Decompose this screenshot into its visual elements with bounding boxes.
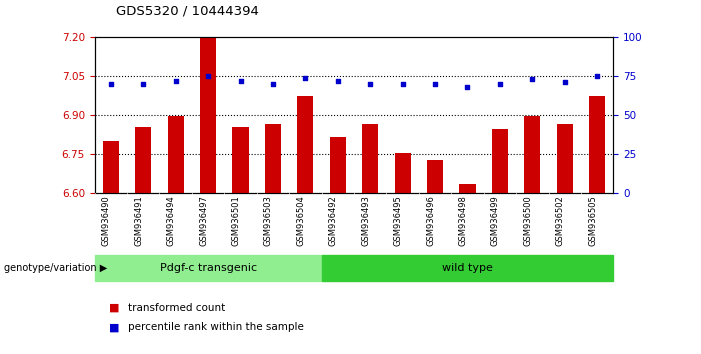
Text: GSM936492: GSM936492 (329, 195, 338, 246)
Text: GSM936493: GSM936493 (361, 195, 370, 246)
Point (235, 78, 246, 84)
Point (332, 78, 343, 84)
Bar (95, 255, 322, 281)
Point (462, 84, 473, 90)
Bar (265, 124, 281, 193)
Text: GSM936495: GSM936495 (394, 195, 402, 246)
Text: GSM936499: GSM936499 (491, 195, 500, 246)
Point (105, 81, 116, 87)
Bar (103, 141, 119, 193)
Bar (168, 116, 184, 193)
Bar (557, 124, 573, 193)
Text: GSM936505: GSM936505 (588, 195, 597, 246)
Bar (297, 96, 313, 193)
Bar (459, 184, 475, 193)
Point (592, 73, 603, 79)
Point (526, 76, 538, 82)
Text: GSM936497: GSM936497 (199, 195, 208, 246)
Point (365, 81, 376, 87)
Point (203, 73, 214, 79)
Text: GSM936501: GSM936501 (231, 195, 240, 246)
Bar (524, 116, 540, 193)
Bar (322, 255, 613, 281)
Bar (427, 160, 443, 193)
Bar (200, 39, 216, 193)
Text: ■: ■ (109, 322, 119, 332)
Text: GSM936500: GSM936500 (524, 195, 532, 246)
Point (300, 75, 311, 80)
Bar (492, 129, 508, 193)
Point (430, 81, 441, 87)
Point (559, 80, 571, 85)
Bar (135, 127, 151, 193)
Point (137, 81, 149, 87)
Text: wild type: wild type (442, 263, 493, 273)
Text: transformed count: transformed count (128, 303, 226, 313)
Bar (395, 153, 411, 193)
Bar (329, 137, 346, 193)
Text: percentile rank within the sample: percentile rank within the sample (128, 322, 304, 332)
Text: ■: ■ (109, 303, 119, 313)
Text: GSM936503: GSM936503 (264, 195, 273, 246)
Text: Pdgf-c transgenic: Pdgf-c transgenic (160, 263, 257, 273)
Bar (362, 124, 379, 193)
Text: GSM936494: GSM936494 (167, 195, 176, 246)
Text: GSM936491: GSM936491 (135, 195, 143, 246)
Text: GSM936498: GSM936498 (458, 195, 468, 246)
Text: GSM936504: GSM936504 (297, 195, 306, 246)
Point (170, 78, 182, 84)
Point (267, 81, 278, 87)
Text: GDS5320 / 10444394: GDS5320 / 10444394 (116, 5, 259, 18)
Point (494, 81, 505, 87)
Text: genotype/variation ▶: genotype/variation ▶ (4, 263, 107, 273)
Bar (233, 127, 249, 193)
Bar (589, 96, 605, 193)
Point (397, 81, 408, 87)
Text: GSM936496: GSM936496 (426, 195, 435, 246)
Text: GSM936502: GSM936502 (556, 195, 565, 246)
Text: GSM936490: GSM936490 (102, 195, 111, 246)
